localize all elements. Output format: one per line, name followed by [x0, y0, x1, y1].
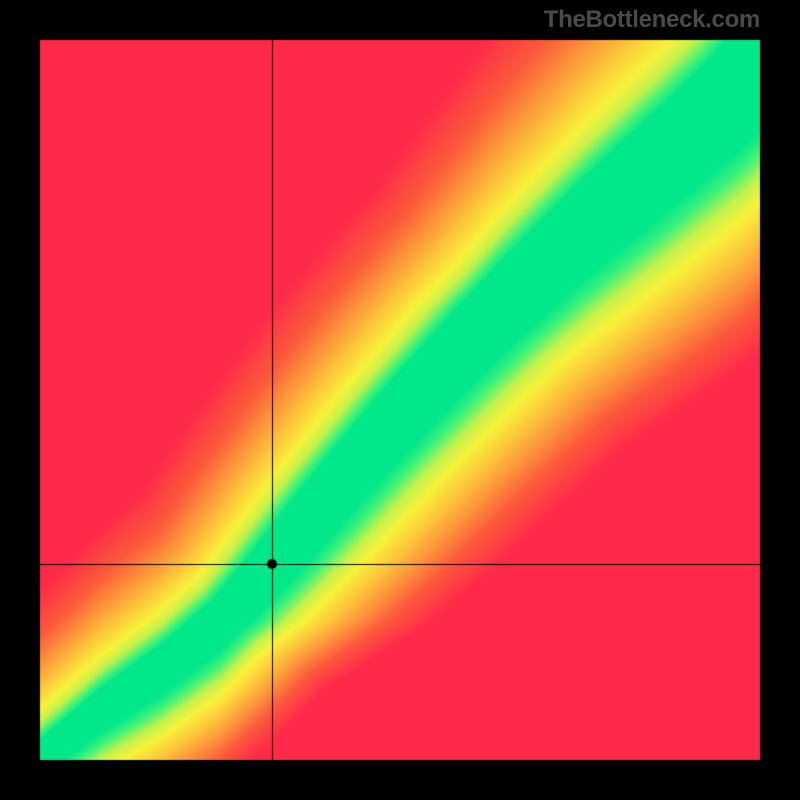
bottleneck-heatmap-canvas: [0, 0, 800, 800]
watermark-text: TheBottleneck.com: [544, 6, 760, 34]
chart-container: TheBottleneck.com: [0, 0, 800, 800]
